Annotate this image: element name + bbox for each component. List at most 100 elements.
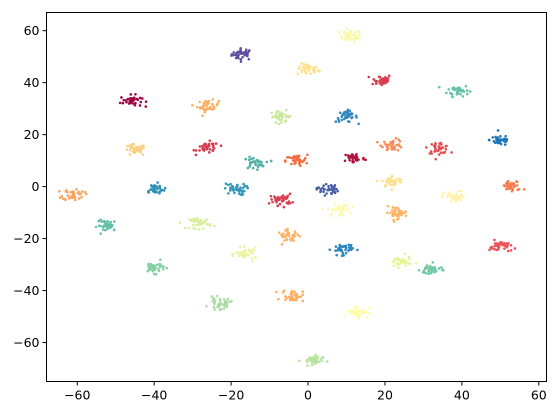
data-point <box>506 249 510 253</box>
cluster-26 <box>321 202 355 217</box>
data-point <box>397 258 401 261</box>
data-point <box>504 140 507 143</box>
data-point <box>399 177 402 181</box>
data-point <box>211 98 215 101</box>
data-point <box>503 247 506 250</box>
data-point <box>384 184 388 188</box>
data-point <box>158 190 162 194</box>
data-point <box>153 187 156 191</box>
data-point <box>146 263 150 267</box>
data-point <box>197 227 201 231</box>
data-point <box>427 269 430 273</box>
data-point <box>285 238 288 241</box>
data-point <box>129 147 133 150</box>
data-point <box>364 158 367 162</box>
data-point <box>513 184 517 187</box>
data-point <box>135 97 139 101</box>
data-point <box>357 316 361 320</box>
cluster-21 <box>223 182 249 196</box>
data-point <box>256 160 260 163</box>
data-point <box>221 303 225 306</box>
data-point <box>343 113 347 116</box>
data-point <box>305 71 308 75</box>
data-point <box>338 243 342 247</box>
data-point <box>342 203 346 207</box>
cluster-37 <box>205 294 233 312</box>
data-point <box>269 194 273 198</box>
data-point <box>133 103 137 107</box>
data-point <box>505 187 508 191</box>
data-point <box>138 104 142 107</box>
data-point <box>120 96 123 99</box>
data-point <box>493 238 496 242</box>
data-point <box>423 266 427 270</box>
data-point <box>344 32 348 35</box>
data-point <box>208 105 212 109</box>
data-point <box>356 309 360 313</box>
data-point <box>249 161 252 165</box>
cluster-14 <box>425 141 453 161</box>
data-point <box>336 189 339 193</box>
data-point <box>511 188 515 191</box>
cluster-7 <box>191 98 221 118</box>
data-point <box>211 149 215 152</box>
data-point <box>291 233 295 237</box>
data-point <box>330 188 334 192</box>
data-point <box>389 211 392 215</box>
data-point <box>216 305 219 309</box>
data-point <box>72 190 75 193</box>
data-point <box>194 218 197 222</box>
data-point <box>293 290 296 294</box>
data-point <box>495 242 498 245</box>
data-point <box>286 227 289 231</box>
data-point <box>282 205 286 209</box>
data-point <box>493 247 496 251</box>
data-point <box>249 250 252 254</box>
data-point <box>401 211 405 215</box>
data-point <box>60 194 64 198</box>
data-point <box>439 151 443 154</box>
data-point <box>196 220 200 223</box>
data-point <box>226 183 230 187</box>
data-point <box>322 190 325 194</box>
data-point <box>198 145 202 148</box>
cluster-22 <box>315 182 339 197</box>
data-point <box>134 145 138 149</box>
data-point <box>333 188 336 192</box>
data-point <box>342 30 346 33</box>
data-point <box>236 50 240 54</box>
x-tick-label: 0 <box>304 388 312 403</box>
data-point <box>440 268 444 271</box>
data-point <box>430 269 434 273</box>
data-point <box>293 230 297 233</box>
data-point <box>243 256 246 259</box>
data-point <box>502 242 506 245</box>
data-point <box>223 187 227 190</box>
data-point <box>386 204 390 208</box>
data-point <box>152 272 156 276</box>
data-point <box>343 38 347 41</box>
data-point <box>214 142 218 145</box>
cluster-15 <box>244 155 273 171</box>
data-point <box>347 249 350 252</box>
data-point <box>226 297 230 301</box>
data-point <box>99 218 102 221</box>
data-point <box>288 192 292 196</box>
data-point <box>397 263 401 266</box>
data-point <box>390 209 394 212</box>
data-point <box>303 156 307 160</box>
data-point <box>316 355 320 359</box>
data-point <box>388 180 392 183</box>
data-point <box>227 192 230 195</box>
data-point <box>313 359 316 363</box>
data-point <box>334 120 338 124</box>
data-point <box>202 107 205 111</box>
data-point <box>238 189 242 192</box>
data-point <box>407 255 411 259</box>
data-point <box>380 78 384 81</box>
y-tick-label: 40 <box>24 75 40 90</box>
data-point <box>243 250 247 254</box>
data-point <box>140 147 143 151</box>
data-point <box>351 205 355 208</box>
data-point <box>352 40 356 43</box>
